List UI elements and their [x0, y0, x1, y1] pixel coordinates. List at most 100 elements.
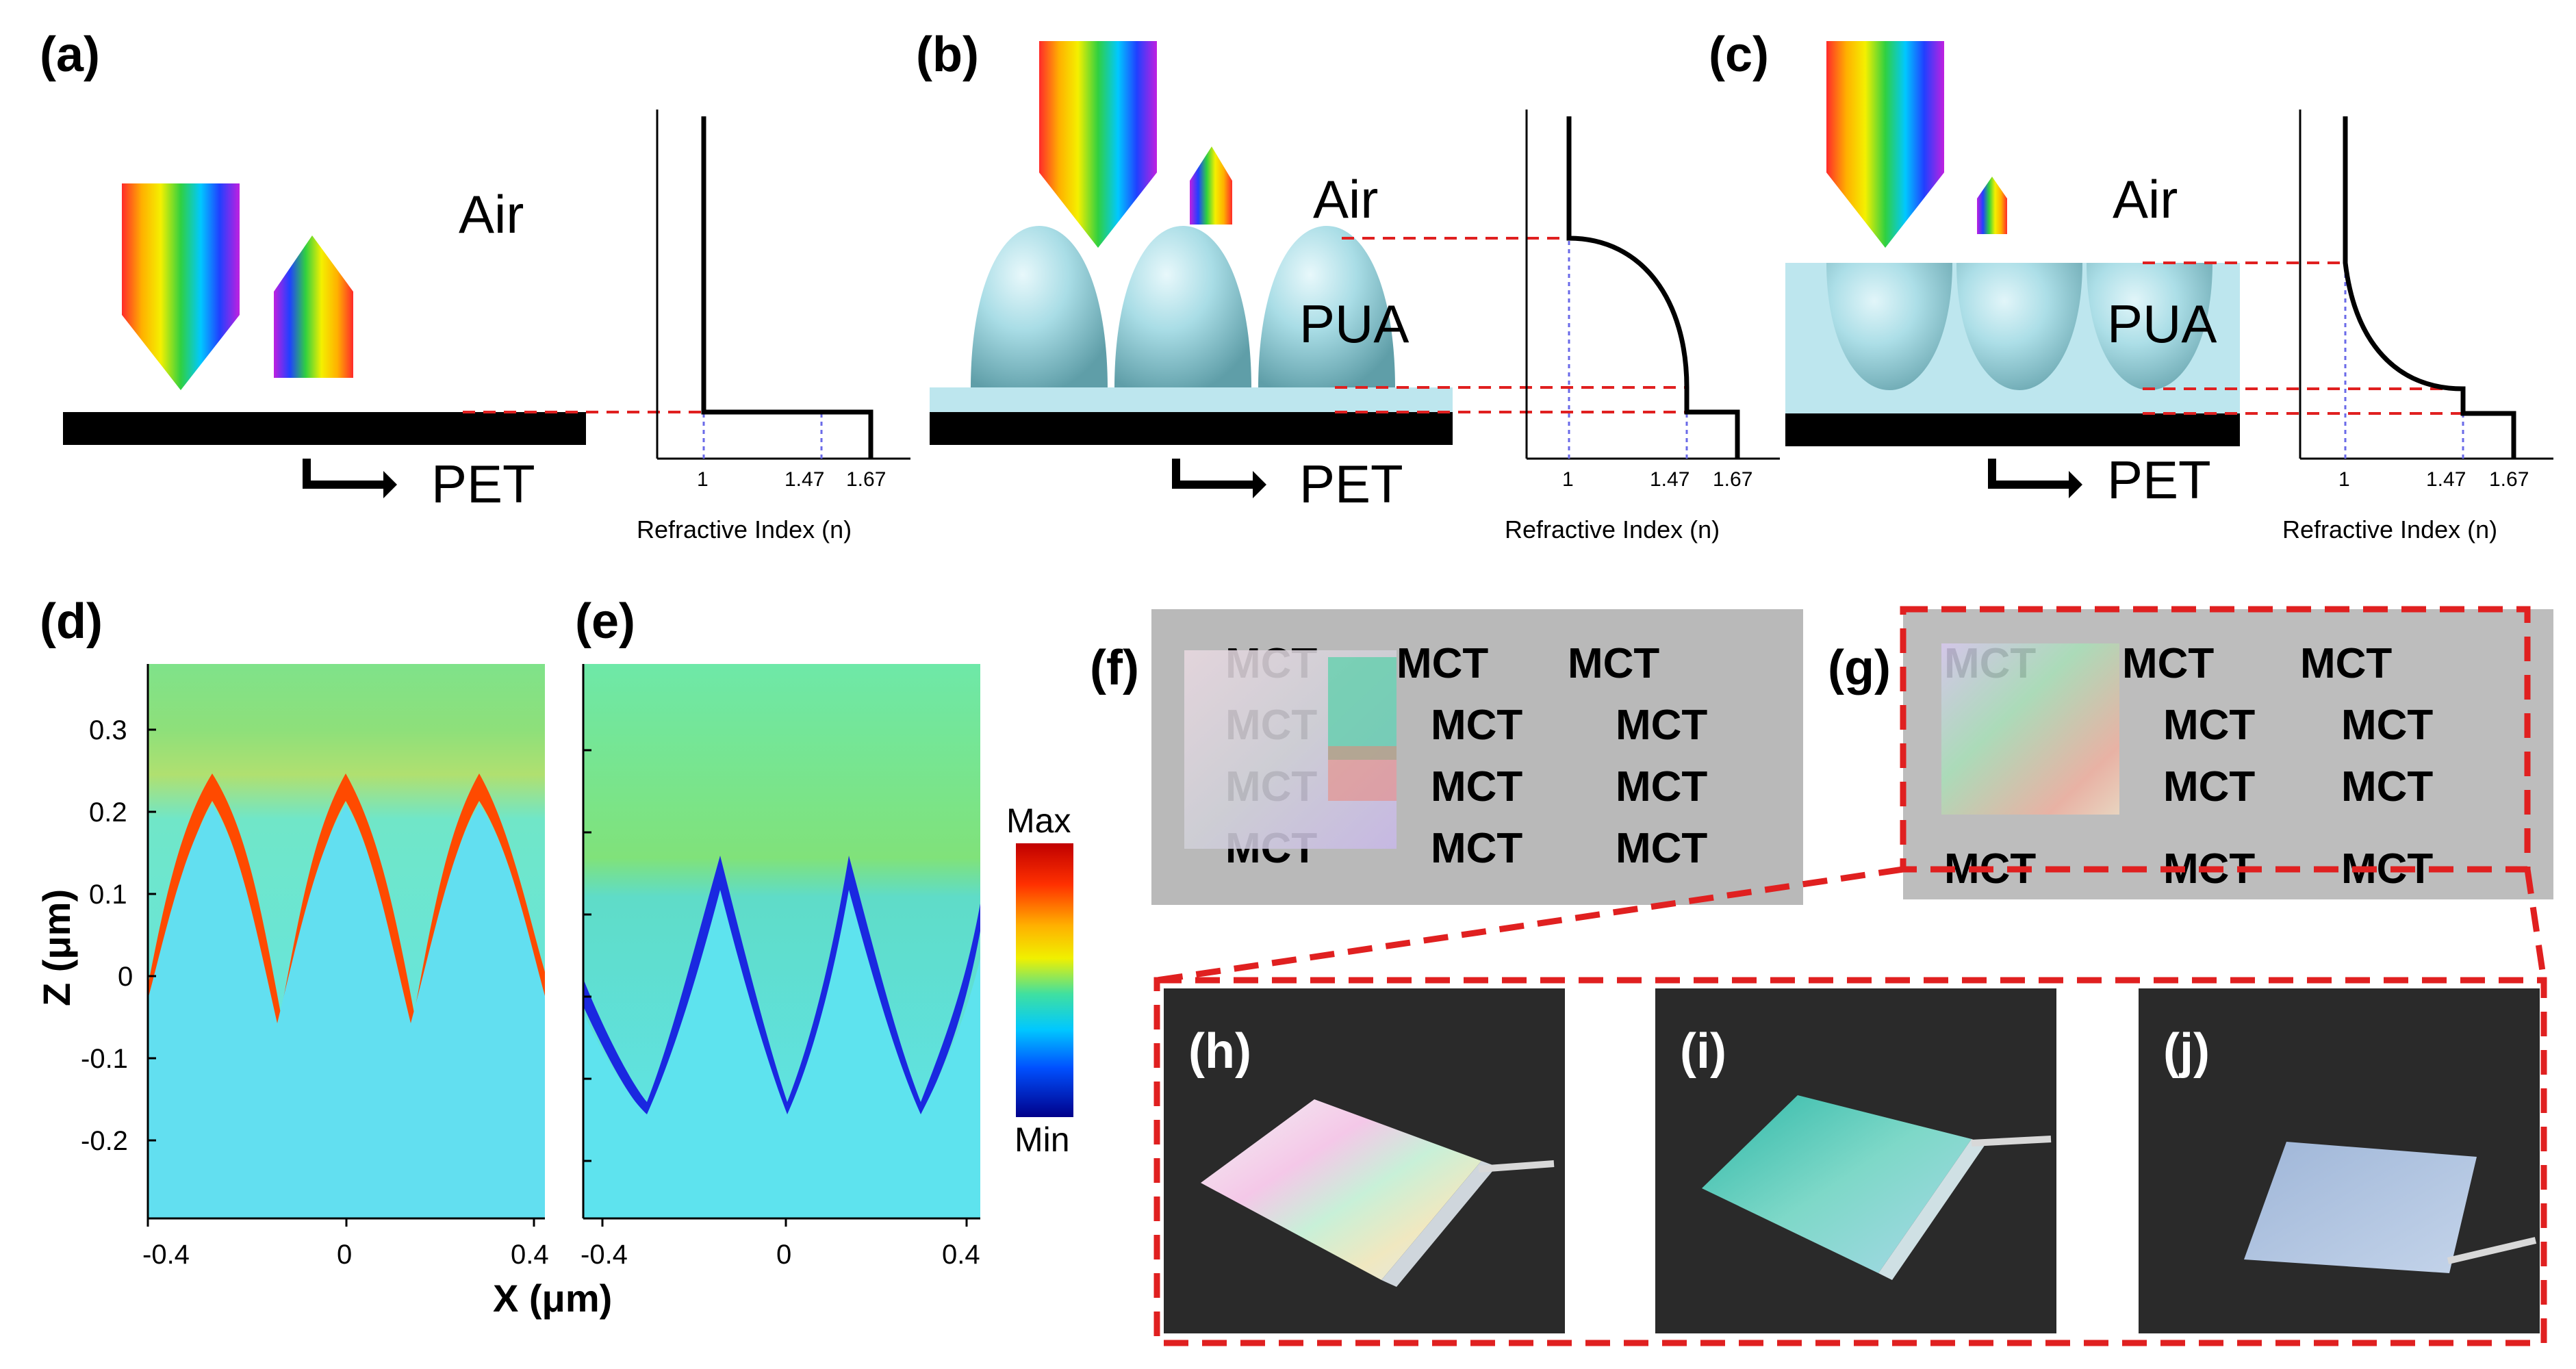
- z-tick-label: 0.2: [89, 797, 127, 828]
- colorbar-max-label: Max: [1006, 802, 1071, 840]
- panel-label-d: (d): [40, 594, 103, 649]
- guide-line: [2143, 261, 2514, 415]
- panel-label-b: (b): [916, 27, 979, 82]
- air-label: Air: [2113, 169, 2178, 229]
- film-sample: [1702, 1095, 1972, 1273]
- guide-line: [1335, 237, 1739, 413]
- panel-i: (i): [1655, 988, 2056, 1333]
- svg-text:MCT: MCT: [2163, 702, 2255, 749]
- refractive-index-plot: 1 1.47 1.67 Refractive Index (n): [2282, 110, 2553, 543]
- panel-label-j: (j): [2163, 1024, 2210, 1079]
- air-label: Air: [459, 184, 524, 244]
- x-tick-label: 0.4: [511, 1240, 549, 1270]
- microlens-array: [1826, 263, 2212, 390]
- refractive-index-plot: 1 1.47 1.67 Refractive Index (n): [1505, 110, 1780, 543]
- film-sample: [1941, 643, 2119, 815]
- x-axis: -0.4 0 0.4 X (μm): [142, 1217, 612, 1320]
- air-label: Air: [1313, 169, 1378, 229]
- tick-label: 1.67: [1713, 468, 1752, 491]
- x-axis-title: X (μm): [493, 1277, 612, 1320]
- panel-c: (c) Air PUA PET 1 1.47 1: [1709, 27, 2553, 543]
- z-axis: 0.3 0.2 0.1 0 -0.1 -0.2 Z (μm): [35, 664, 156, 1218]
- pua-label: PUA: [2107, 294, 2217, 354]
- x-tick-label: 0.4: [942, 1240, 980, 1270]
- svg-text:MCT: MCT: [2122, 640, 2214, 687]
- z-tick-label: -0.1: [81, 1044, 128, 1074]
- arrow-icon: [1988, 459, 2069, 489]
- x-axis: -0.4 0 0.4: [581, 1217, 980, 1270]
- panel-d: (d) 0.3 0.2 0.1 0 -0.1 -0.2 Z (μm): [35, 594, 612, 1320]
- tick-label: 1.47: [785, 468, 824, 491]
- x-tick-label: -0.4: [142, 1240, 190, 1270]
- colorbar: Max Min: [1006, 802, 1073, 1159]
- panel-label-h: (h): [1188, 1024, 1251, 1079]
- pet-substrate: [1785, 413, 2240, 446]
- panel-j: (j): [2139, 988, 2540, 1333]
- panel-label-c: (c): [1709, 27, 1769, 82]
- panel-f: (f) MCT MCT MCT MCT MCT MCT MCT MCT MCT …: [1090, 609, 1803, 905]
- svg-text:MCT: MCT: [1616, 825, 1707, 872]
- lens-interior: [583, 890, 980, 1218]
- tweezers: [1971, 1136, 2052, 1147]
- lens-interior: [148, 804, 545, 1218]
- svg-text:MCT: MCT: [2341, 702, 2433, 749]
- svg-text:MCT: MCT: [2163, 763, 2255, 810]
- light-source-icon: [1039, 41, 1232, 248]
- colorbar-min-label: Min: [1015, 1121, 1070, 1159]
- z-tick-label: 0.1: [89, 880, 127, 910]
- z-axis-title: Z (μm): [35, 889, 78, 1006]
- z-tick-label: -0.2: [81, 1126, 128, 1156]
- pua-layer: [930, 387, 1453, 412]
- pet-label: PET: [431, 454, 535, 514]
- pet-substrate: [63, 412, 586, 445]
- svg-text:MCT: MCT: [1431, 763, 1522, 810]
- x-tick-label: 0: [776, 1240, 791, 1270]
- pua-label: PUA: [1299, 294, 1409, 354]
- pet-label: PET: [1299, 454, 1403, 514]
- svg-text:MCT: MCT: [2300, 640, 2392, 687]
- pet-substrate: [930, 412, 1453, 445]
- panel-h: (h): [1164, 988, 1565, 1333]
- axis-title: Refractive Index (n): [1505, 515, 1720, 543]
- panel-b: (b) Air PUA PET 1 1.47 1: [916, 27, 1780, 543]
- z-tick-label: 0: [118, 962, 133, 992]
- tick-label: 1.67: [846, 468, 886, 491]
- zoom-connector: [1153, 866, 2547, 1346]
- svg-text:MCT: MCT: [1616, 702, 1707, 749]
- svg-text:MCT: MCT: [1431, 702, 1522, 749]
- axis-title: Refractive Index (n): [637, 515, 852, 543]
- x-tick-label: 0: [337, 1240, 352, 1270]
- axis-title: Refractive Index (n): [2282, 515, 2497, 543]
- film-sample: [2244, 1142, 2477, 1273]
- panel-label-a: (a): [40, 27, 100, 82]
- tick-label: 1.47: [2426, 468, 2466, 491]
- panel-e: (e) -0.4 0 0.4 Max Min: [575, 594, 1073, 1270]
- svg-text:MCT: MCT: [1616, 763, 1707, 810]
- zoom-box: [1900, 606, 2531, 873]
- arrow-icon: [1172, 459, 1253, 489]
- film-sample: [1201, 1099, 1481, 1280]
- x-tick-label: -0.4: [581, 1240, 628, 1270]
- svg-text:MCT: MCT: [1568, 640, 1659, 687]
- panel-a: (a) Air PET 1 1.47 1.67 Refractive Index…: [40, 27, 910, 543]
- refractive-index-plot: 1 1.47 1.67 Refractive Index (n): [637, 110, 910, 543]
- light-source-icon: [1826, 41, 2007, 248]
- panel-label-e: (e): [575, 594, 635, 649]
- z-tick-label: 0.3: [89, 715, 127, 745]
- pet-label: PET: [2107, 450, 2211, 510]
- z-axis: [582, 664, 591, 1218]
- inset-frame: [1153, 977, 2547, 1346]
- tick-label: 1.67: [2489, 468, 2529, 491]
- panel-label-g: (g): [1828, 641, 1891, 695]
- tick-label: 1.47: [1650, 468, 1689, 491]
- panel-label-f: (f): [1090, 641, 1139, 695]
- svg-text:MCT: MCT: [1397, 640, 1488, 687]
- tick-label: 1: [2338, 468, 2350, 491]
- panel-label-i: (i): [1680, 1024, 1726, 1079]
- tweezers: [1478, 1160, 1555, 1173]
- svg-text:MCT: MCT: [2341, 763, 2433, 810]
- tweezers: [2447, 1237, 2537, 1264]
- arrow-icon: [303, 459, 383, 489]
- tick-label: 1: [1562, 468, 1574, 491]
